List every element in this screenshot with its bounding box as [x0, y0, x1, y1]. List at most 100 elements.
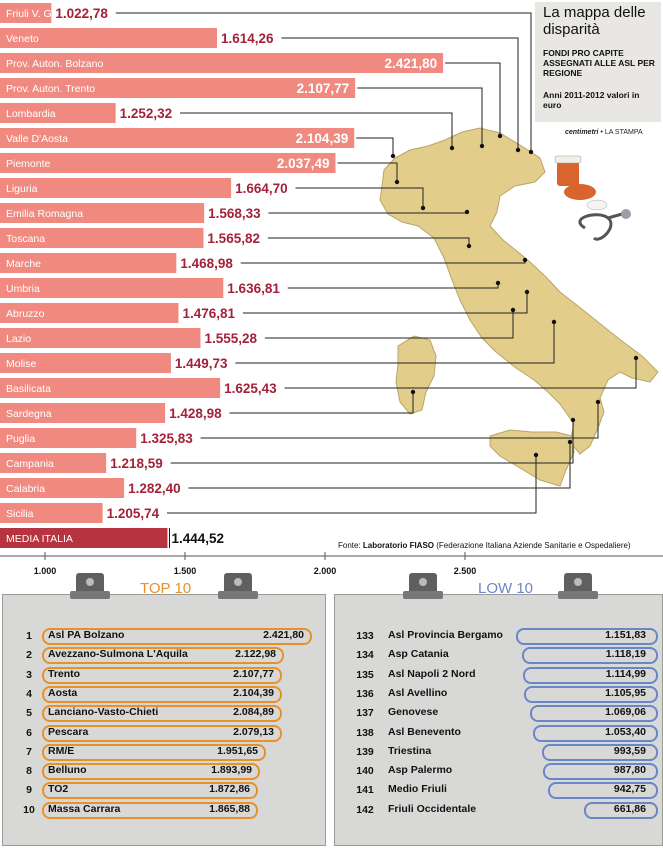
rank: 138	[356, 726, 374, 739]
value-label: 1.664,70	[235, 181, 288, 196]
entity-name: Asl Avellino	[388, 686, 448, 699]
leader-dot	[510, 307, 516, 313]
entity-value: 1.865,88	[209, 802, 250, 815]
title-panel	[535, 2, 661, 122]
entity-value: 987,80	[613, 764, 646, 777]
entity-value: 2.107,77	[233, 667, 274, 680]
rank: 6	[26, 726, 32, 739]
leader-line	[167, 455, 537, 514]
bars: Friuli V. G. 1.022,78 Veneto 1.614,26 Prov. …	[0, 3, 444, 523]
rank: 140	[356, 765, 374, 778]
list-row: 139 Triestina 993,59	[348, 743, 658, 761]
leader-dot	[410, 389, 416, 395]
bar	[0, 128, 355, 148]
leader-dot	[551, 319, 557, 325]
low10-title: LOW 10	[478, 580, 534, 597]
list-row: 6 Pescara 2.079,13	[16, 724, 316, 742]
category-label: Sicilia	[6, 508, 34, 520]
bar	[0, 378, 221, 398]
rank: 4	[26, 687, 32, 700]
category-label: Valle D'Aosta	[6, 133, 68, 145]
entity-name: Triestina	[388, 744, 432, 757]
list-row: 135 Asl Napoli 2 Nord 1.114,99	[348, 666, 658, 684]
bar	[0, 178, 232, 198]
list-row: 5 Lanciano-Vasto-Chieti 2.084,89	[16, 705, 316, 723]
category-label: Abruzzo	[6, 308, 45, 320]
value-label: 1.205,74	[107, 506, 160, 521]
value-outline	[42, 782, 258, 800]
value-label: 1.568,33	[208, 206, 261, 221]
category-label: Calabria	[6, 483, 45, 495]
value-outline	[584, 801, 658, 819]
entity-name: Asl Napoli 2 Nord	[388, 667, 476, 680]
bar	[0, 78, 356, 98]
category-label: Marche	[6, 258, 41, 270]
entity-name: Pescara	[48, 725, 89, 738]
entity-value: 1.114,99	[605, 667, 646, 680]
credit: centimetri • LA STAMPA	[565, 129, 643, 136]
leader-line	[235, 322, 555, 364]
low10-board	[334, 594, 663, 846]
bar-chart: 1.000 1.500 2.000 2.500 Friuli V. G. 1.022,7…	[0, 3, 663, 576]
bar	[0, 403, 166, 423]
credit-brand: centimetri	[565, 129, 599, 136]
value-label: 2.107,77	[297, 81, 350, 96]
value-label: 1.282,40	[128, 481, 181, 496]
value-label: 1.476,81	[183, 306, 236, 321]
list-row: 134 Asp Catania 1.118,19	[348, 647, 658, 665]
value-label: 1.555,28	[204, 331, 257, 346]
entity-value: 1.951,65	[217, 744, 258, 757]
value-outline	[42, 705, 282, 723]
value-outline	[42, 685, 282, 703]
leader-dot	[390, 153, 396, 159]
category-label: Lombardia	[6, 108, 56, 120]
leader-dot	[533, 452, 539, 458]
average-label: MEDIA ITALIA	[6, 533, 73, 545]
leader-line	[445, 62, 501, 136]
entity-name: Friuli Occidentale	[388, 802, 477, 815]
entity-name: Asp Palermo	[388, 764, 453, 777]
entity-name: Belluno	[48, 764, 87, 777]
bar	[0, 28, 217, 48]
chart-subtitle: FONDI PRO CAPITE ASSEGNATI ALLE ASL PER …	[543, 48, 655, 78]
entity-value: 1.872,86	[209, 783, 250, 796]
rank: 141	[356, 784, 374, 797]
entity-name: Medio Friuli	[388, 783, 447, 796]
entity-name: Asl PA Bolzano	[48, 629, 125, 641]
leader-line	[188, 442, 571, 489]
bar	[0, 328, 201, 348]
list-row: 136 Asl Avellino 1.105,95	[348, 685, 658, 703]
value-label: 1.625,43	[224, 381, 277, 396]
rank: 142	[356, 803, 374, 816]
bar	[0, 303, 179, 323]
leader-line	[357, 87, 483, 146]
rank: 8	[26, 765, 32, 778]
leader-dot	[479, 143, 485, 149]
leader-dot	[515, 147, 521, 153]
rank: 134	[356, 649, 374, 662]
rank: 9	[26, 784, 32, 797]
entity-value: 1.151,83	[605, 629, 646, 641]
leader-line	[337, 162, 398, 182]
value-outline	[42, 801, 258, 819]
category-label: Toscana	[6, 233, 45, 245]
leader-lines	[115, 12, 639, 514]
x-tick-label: 2.500	[454, 566, 477, 576]
value-outline	[42, 724, 282, 742]
bar	[0, 478, 125, 498]
credit-paper: LA STAMPA	[604, 129, 643, 136]
entity-name: RM/E	[48, 744, 75, 757]
value-label: 2.104,39	[296, 131, 349, 146]
value-label: 1.449,73	[175, 356, 228, 371]
bar	[0, 503, 103, 523]
rank: 139	[356, 745, 374, 758]
leader-line	[242, 292, 528, 314]
value-outline	[42, 743, 266, 761]
value-outline	[533, 724, 658, 742]
bar	[0, 353, 171, 373]
entity-value: 2.421,80	[263, 629, 304, 641]
leader-line	[170, 420, 574, 464]
entity-value: 1.105,95	[605, 686, 646, 699]
list-row: 1 Asl PA Bolzano 2.421,80	[16, 628, 316, 645]
rank: 2	[26, 649, 32, 662]
